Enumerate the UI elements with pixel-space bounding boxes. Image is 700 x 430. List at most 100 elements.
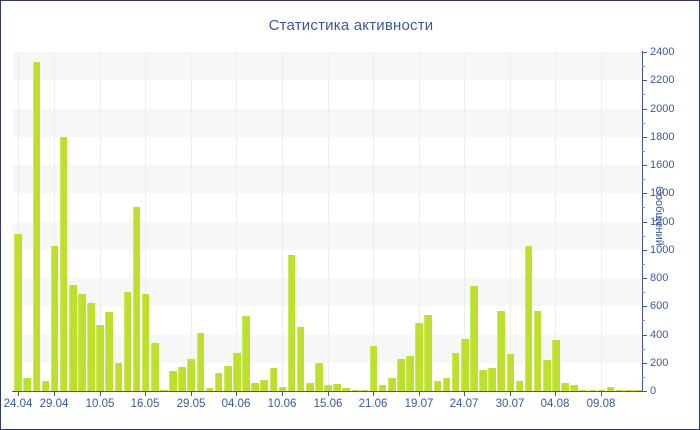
- bar[interactable]: [634, 390, 642, 391]
- bar[interactable]: [406, 355, 414, 391]
- y-axis-minor-tick: [642, 349, 645, 350]
- y-axis-tick: [642, 363, 647, 364]
- bar[interactable]: [388, 378, 396, 391]
- bar[interactable]: [132, 207, 141, 391]
- bar[interactable]: [415, 323, 423, 391]
- bar[interactable]: [460, 338, 469, 391]
- bar[interactable]: [296, 327, 305, 391]
- x-axis-tick-label: 29.04: [39, 398, 69, 410]
- bar[interactable]: [625, 390, 633, 391]
- y-axis-minor-tick: [642, 94, 645, 95]
- bar[interactable]: [433, 381, 442, 391]
- bar[interactable]: [251, 382, 259, 391]
- vertical-gridline: [510, 52, 511, 391]
- bar[interactable]: [196, 333, 205, 391]
- y-axis-line: [642, 51, 643, 392]
- bar[interactable]: [287, 255, 296, 391]
- y-axis-tick: [642, 137, 647, 138]
- bar[interactable]: [488, 368, 496, 391]
- bar[interactable]: [187, 358, 196, 391]
- bar[interactable]: [169, 371, 177, 391]
- x-axis-tick: [18, 392, 19, 396]
- y-axis-tick: [642, 80, 647, 81]
- vertical-gridline: [54, 52, 55, 391]
- grid-band: [13, 52, 642, 81]
- bar[interactable]: [606, 386, 615, 391]
- bar[interactable]: [223, 365, 232, 391]
- y-axis-tick-label: 0: [650, 385, 657, 397]
- bar[interactable]: [205, 388, 214, 391]
- y-axis-tick: [642, 222, 647, 223]
- bar[interactable]: [342, 388, 350, 391]
- x-axis-tick: [510, 392, 511, 396]
- bar[interactable]: [160, 389, 168, 391]
- bar[interactable]: [479, 369, 487, 391]
- bar[interactable]: [68, 285, 77, 391]
- bar[interactable]: [561, 382, 569, 391]
- bar[interactable]: [579, 389, 588, 391]
- y-axis-tick-label: 600: [650, 300, 669, 312]
- y-axis-tick-label: 800: [650, 272, 669, 284]
- bar[interactable]: [369, 345, 378, 391]
- bar[interactable]: [14, 234, 22, 391]
- x-axis-tick: [145, 392, 146, 396]
- bar[interactable]: [515, 381, 524, 391]
- bar[interactable]: [105, 311, 113, 391]
- bar[interactable]: [141, 293, 150, 391]
- vertical-gridline: [18, 52, 19, 391]
- y-axis-tick-label: 1800: [650, 131, 675, 143]
- bar[interactable]: [497, 310, 505, 391]
- bar[interactable]: [78, 293, 86, 391]
- bar[interactable]: [41, 381, 50, 391]
- y-axis-tick-label: 2400: [650, 46, 675, 58]
- bar[interactable]: [424, 314, 433, 391]
- bar[interactable]: [442, 378, 451, 391]
- bar[interactable]: [378, 385, 387, 391]
- bar[interactable]: [588, 389, 597, 391]
- grid-band: [13, 108, 642, 137]
- bar[interactable]: [315, 362, 323, 391]
- bar[interactable]: [506, 354, 515, 391]
- bar[interactable]: [615, 390, 624, 391]
- bar[interactable]: [470, 286, 478, 391]
- bar[interactable]: [543, 359, 551, 391]
- bar[interactable]: [23, 378, 31, 391]
- bar[interactable]: [397, 358, 405, 391]
- bar[interactable]: [351, 389, 360, 391]
- bar[interactable]: [570, 385, 578, 391]
- horizontal-band-grid: [13, 52, 642, 391]
- bar[interactable]: [269, 368, 278, 391]
- bar[interactable]: [123, 292, 132, 391]
- bar[interactable]: [552, 340, 560, 391]
- x-axis-tick-label: 10.05: [85, 398, 115, 410]
- bar[interactable]: [305, 382, 314, 391]
- bar[interactable]: [260, 379, 268, 391]
- x-axis-tick-label: 10.06: [267, 398, 297, 410]
- bar[interactable]: [59, 136, 68, 391]
- bar[interactable]: [178, 367, 186, 391]
- bar[interactable]: [214, 372, 223, 391]
- bar[interactable]: [242, 316, 250, 391]
- bar[interactable]: [151, 342, 159, 391]
- y-axis-minor-tick: [642, 207, 645, 208]
- bar[interactable]: [278, 386, 287, 391]
- bar[interactable]: [50, 245, 59, 391]
- y-axis-tick: [642, 193, 647, 194]
- vertical-gridline: [373, 52, 374, 391]
- bar[interactable]: [233, 352, 241, 391]
- bar[interactable]: [533, 310, 542, 391]
- bar[interactable]: [360, 389, 369, 391]
- y-axis-tick: [642, 109, 647, 110]
- bar[interactable]: [324, 385, 332, 391]
- bar[interactable]: [597, 390, 606, 391]
- bar[interactable]: [524, 245, 533, 391]
- bar[interactable]: [32, 61, 41, 391]
- bar[interactable]: [451, 352, 460, 391]
- bar[interactable]: [96, 324, 104, 391]
- bar[interactable]: [114, 362, 123, 391]
- x-axis-tick-label: 24.04: [3, 398, 33, 410]
- bar[interactable]: [333, 383, 341, 391]
- bar[interactable]: [87, 303, 95, 391]
- y-axis-minor-tick: [642, 264, 645, 265]
